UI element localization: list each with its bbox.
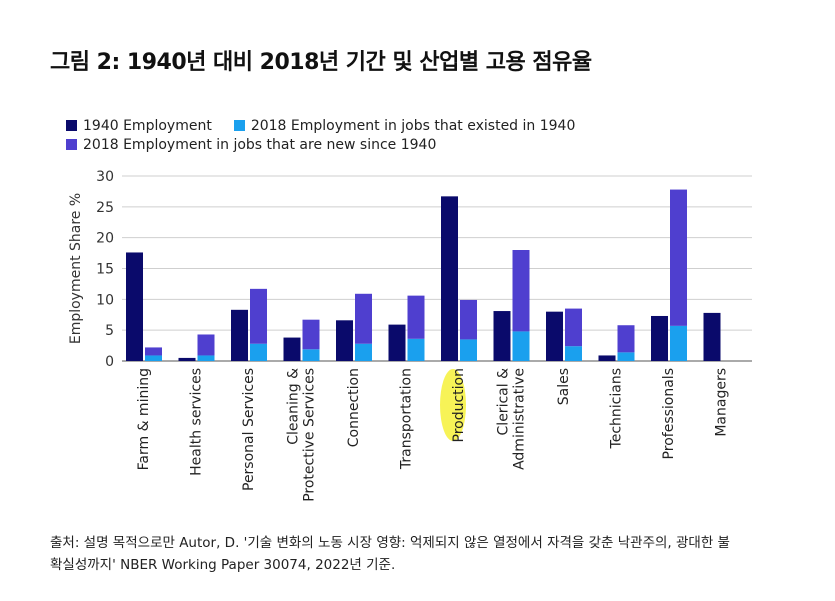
bar-1940 [651, 315, 668, 361]
bar-2018-new [302, 319, 320, 350]
y-tick-label: 30 [96, 169, 114, 185]
x-tick-label: Cleaning & [286, 368, 302, 445]
bar-2018-new [670, 189, 687, 326]
bar-chart: 0 5 10 15 20 25 30 Employment Share % Farm & min… [68, 169, 752, 502]
x-tick-label: Sales [556, 368, 572, 405]
legend-item-1940: 1940 Employment [66, 118, 212, 134]
bar-1940 [126, 252, 143, 361]
legend-item-2018-existed: 2018 Employment in jobs that existed in … [233, 117, 576, 134]
y-tick-label: 25 [96, 200, 114, 216]
x-tick-label: Protective Services [302, 368, 318, 502]
bar-2018-new [250, 288, 267, 344]
bar-2018-new [617, 325, 635, 353]
bar-1940 [493, 311, 511, 361]
x-tick-label: Administrative [512, 368, 528, 470]
bar-1940 [178, 357, 196, 361]
legend-swatch-2018-new [66, 139, 77, 150]
x-tick-label: Transportation [399, 368, 415, 470]
bar-2018-new [197, 334, 215, 356]
x-tick-label: Production [451, 368, 467, 442]
chart-legend: 1940 Employment 2018 Employment in jobs … [66, 116, 597, 154]
x-tick-label: Health services [189, 368, 205, 476]
bar-1940 [231, 309, 248, 361]
bar-1940 [598, 355, 616, 361]
bar-2018-existed [407, 338, 425, 361]
legend-label-1940: 1940 Employment [83, 117, 212, 134]
y-axis-title: Employment Share % [68, 193, 84, 344]
legend-label-2018-existed: 2018 Employment in jobs that existed in … [250, 117, 576, 134]
bar-2018-existed [460, 339, 477, 361]
source-note: 출처: 설명 목적으로만 Autor, D. '기술 변화의 노동 시장 영향:… [50, 532, 795, 576]
legend-label-2018-new: 2018 Employment in jobs that are new sin… [83, 136, 437, 153]
y-tick-label: 10 [96, 292, 114, 308]
legend-swatch-1940 [66, 120, 77, 131]
x-tick-label: Farm & mining [136, 368, 152, 470]
bar-2018-existed [617, 352, 635, 361]
bar-2018-new [355, 293, 372, 344]
bar-2018-existed [565, 346, 582, 361]
x-tick-label: Managers [714, 368, 730, 437]
bar-1940 [388, 324, 406, 361]
x-tick-label: Professionals [661, 368, 677, 459]
bar-2018-new [565, 308, 582, 347]
legend-swatch-2018-existed [233, 120, 245, 131]
bar-1940 [546, 311, 563, 361]
bar-2018-existed [197, 355, 215, 361]
bar-2018-existed [670, 325, 687, 361]
y-tick-label: 20 [96, 231, 114, 247]
bar-1940 [441, 196, 458, 361]
bar-2018-existed [355, 343, 372, 361]
bar-2018-existed [250, 343, 267, 361]
x-tick-label: Technicians [609, 368, 625, 449]
source-line-2: 확실성까지' NBER Working Paper 30074, 2022년 기… [50, 557, 396, 573]
source-line-1: 출처: 설명 목적으로만 Autor, D. '기술 변화의 노동 시장 영향:… [50, 535, 730, 551]
bar-2018-new [145, 347, 162, 356]
x-tick-label: Personal Services [241, 368, 257, 491]
highlight-marker [440, 369, 466, 441]
bar-1940 [283, 337, 301, 361]
bar-2018-existed [512, 331, 530, 361]
bar-1940 [336, 320, 353, 361]
legend-item-2018-new: 2018 Employment in jobs that are new sin… [66, 137, 436, 153]
bar-2018-existed [302, 349, 320, 361]
x-tick-label: Connection [346, 368, 362, 447]
bar-2018-new [460, 299, 477, 340]
y-tick-label: 5 [105, 323, 114, 339]
bar-2018-existed [145, 355, 162, 361]
bar-1940 [703, 312, 721, 361]
y-tick-label: 15 [96, 262, 114, 278]
y-tick-label: 0 [105, 354, 114, 370]
x-tick-label: Clerical & [496, 368, 512, 436]
bar-2018-new [407, 295, 425, 339]
bar-2018-new [512, 250, 530, 332]
figure-title: 그림 2: 1940년 대비 2018년 기간 및 산업별 고용 점유율 [50, 50, 592, 75]
